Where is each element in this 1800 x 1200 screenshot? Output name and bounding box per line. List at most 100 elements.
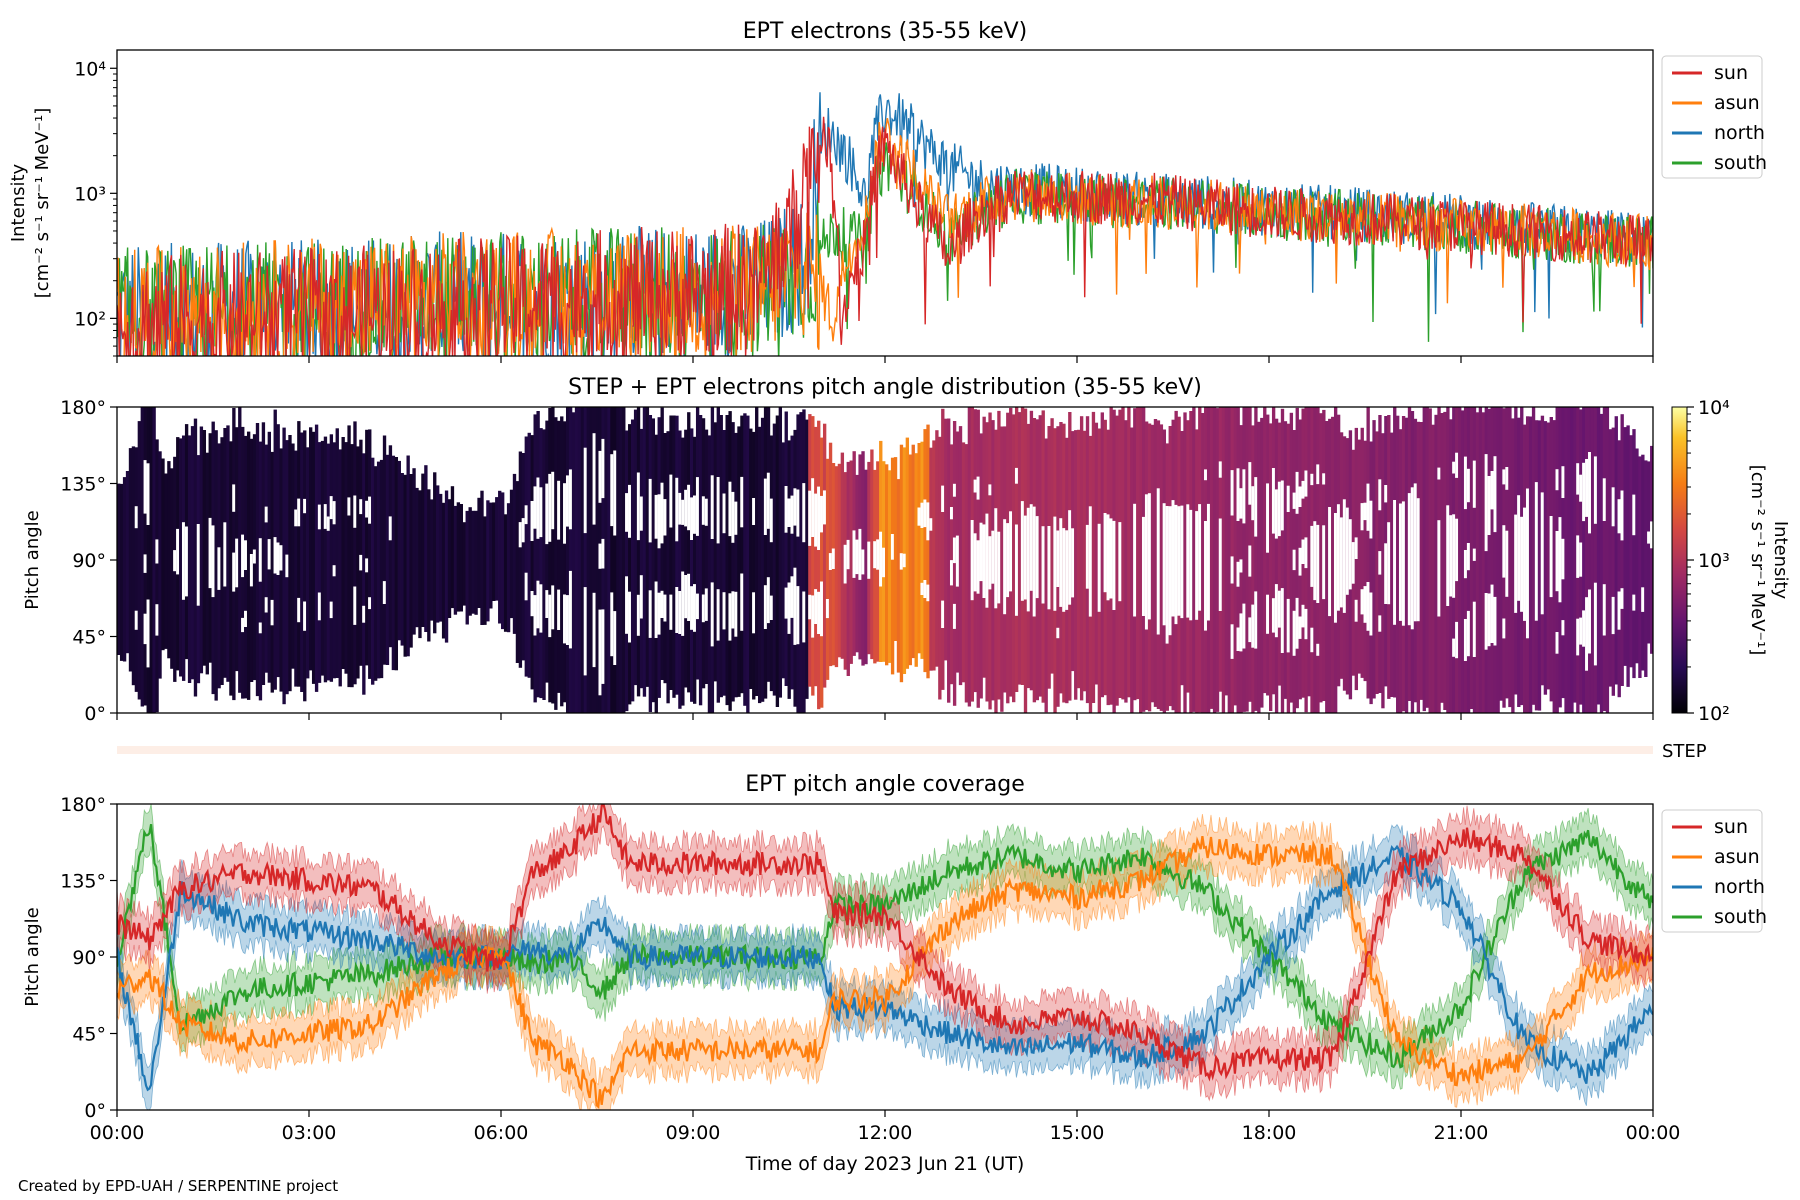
- heatmap-column: [400, 473, 404, 646]
- heatmap-gap: [1014, 467, 1019, 484]
- heatmap-column: [675, 415, 679, 695]
- heatmap-gap: [648, 590, 653, 638]
- heatmap-column: [1458, 407, 1462, 713]
- heatmap-gap: [852, 530, 856, 578]
- heatmap-gap: [654, 494, 658, 539]
- heatmap-gap: [1206, 503, 1211, 621]
- heatmap-gap: [1452, 461, 1456, 474]
- heatmap-gap: [244, 540, 248, 570]
- xtick-label: 00:00: [90, 1122, 145, 1144]
- heatmap-column: [379, 459, 384, 679]
- pitch-ytick-label: 135°: [60, 474, 106, 496]
- heatmap-gap: [678, 591, 682, 634]
- heatmap-column: [731, 422, 735, 702]
- colorbar-tick-label: 10⁴: [1698, 397, 1730, 419]
- panel3-legend: sun asun north south: [1661, 809, 1767, 933]
- heatmap-column: [548, 408, 552, 703]
- heatmap-column: [149, 407, 153, 713]
- heatmap-gap: [843, 544, 847, 584]
- heatmap-gap: [1236, 561, 1240, 587]
- heatmap-column: [509, 489, 514, 619]
- heatmap-gap: [1540, 492, 1545, 615]
- heatmap-column: [376, 461, 381, 679]
- heatmap-column: [698, 415, 703, 706]
- heatmap-column: [935, 430, 939, 667]
- heatmap-column: [929, 447, 933, 671]
- heatmap-gap: [710, 475, 715, 539]
- panel1-legend: sun asun north south: [1661, 55, 1767, 179]
- heatmap-gap: [146, 599, 150, 668]
- heatmap-gap: [808, 490, 812, 546]
- heatmap-gap: [146, 463, 150, 525]
- heatmap-column: [1629, 435, 1633, 668]
- heatmap-gap: [820, 495, 824, 533]
- heatmap-column: [752, 431, 756, 700]
- heatmap-column: [625, 430, 629, 712]
- heatmap-column: [179, 438, 183, 677]
- heatmap-gap: [648, 478, 653, 543]
- heatmap-gap: [1295, 471, 1299, 514]
- heatmap-gap: [1271, 598, 1276, 633]
- legend-label-north: north: [1714, 876, 1765, 898]
- heatmap-gap: [565, 475, 570, 527]
- heatmap-gap: [143, 460, 147, 514]
- heatmap-column: [701, 418, 706, 689]
- heatmap-gap: [1118, 522, 1122, 602]
- heatmap-gap: [769, 498, 774, 543]
- heatmap-gap: [1378, 479, 1382, 511]
- heatmap-gap: [970, 520, 975, 601]
- heatmap-gap: [551, 585, 555, 630]
- heatmap-column: [565, 407, 570, 713]
- heatmap-column: [648, 415, 653, 712]
- heatmap-gap: [1561, 620, 1565, 636]
- heatmap-gap: [232, 484, 236, 512]
- heatmap-column: [639, 428, 644, 689]
- heatmap-column: [371, 457, 375, 685]
- heatmap-gap: [1505, 467, 1509, 490]
- heatmap-column: [1044, 438, 1048, 713]
- heatmap-gap: [1366, 582, 1370, 631]
- heatmap-column: [1266, 414, 1270, 696]
- heatmap-gap: [1602, 584, 1607, 636]
- heatmap-gap: [701, 496, 706, 525]
- heatmap-gap: [654, 581, 658, 638]
- heatmap-gap: [244, 610, 248, 627]
- heatmap-column: [1469, 407, 1474, 709]
- heatmap-gap: [1277, 590, 1282, 628]
- heatmap-column: [713, 422, 718, 682]
- legend-box: [1661, 55, 1763, 179]
- heatmap-column: [415, 487, 419, 628]
- heatmap-column: [1221, 407, 1226, 713]
- heatmap-column: [1593, 407, 1598, 713]
- heatmap-gap: [1484, 593, 1488, 650]
- heatmap-gap: [359, 554, 363, 571]
- heatmap-gap: [1088, 506, 1093, 617]
- heatmap-gap: [1378, 551, 1382, 575]
- heatmap-gap: [1378, 615, 1382, 632]
- heatmap-gap: [625, 493, 629, 532]
- heatmap-gap: [1316, 524, 1320, 603]
- heatmap-gap: [1242, 469, 1246, 524]
- pitch-ytick-label: 90°: [72, 550, 106, 572]
- heatmap-gap: [684, 489, 688, 527]
- colorbar-tick-label: 10³: [1698, 550, 1730, 572]
- heatmap-column: [1422, 407, 1426, 712]
- xtick-label: 21:00: [1434, 1122, 1489, 1144]
- xtick-label: 03:00: [282, 1122, 337, 1144]
- heatmap-column: [769, 435, 774, 692]
- heatmap-column: [187, 435, 192, 683]
- heatmap-column: [1623, 427, 1627, 666]
- heatmap-column: [501, 492, 505, 630]
- heatmap-column: [199, 426, 204, 674]
- heatmap-gap: [1452, 638, 1456, 657]
- heatmap-gap: [208, 517, 212, 589]
- heatmap-column: [822, 423, 827, 688]
- heatmap-gap: [1059, 518, 1063, 607]
- heatmap-column: [1295, 407, 1299, 709]
- heatmap-gap: [1230, 556, 1234, 584]
- heatmap-gap: [716, 589, 720, 641]
- heatmap-gap: [1313, 521, 1317, 601]
- heatmap-gap: [802, 591, 806, 643]
- heatmap-column: [755, 407, 759, 696]
